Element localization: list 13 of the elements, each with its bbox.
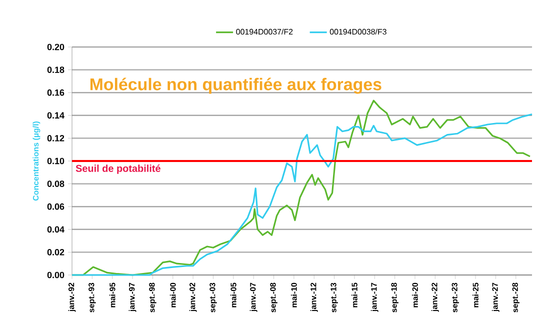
- annotation: Molécule non quantifiée aux forages: [90, 78, 382, 94]
- y-tick-label: 0.02: [47, 249, 64, 256]
- y-tick-label: 0.16: [47, 89, 64, 96]
- y-tick-label: 0.20: [47, 44, 64, 50]
- y-tick-label: 0.04: [47, 226, 64, 233]
- y-tick-label: 0.18: [47, 66, 64, 73]
- y-tick-label: 0.00: [47, 272, 64, 278]
- ref-line-label: Seuil de potabilité: [76, 164, 160, 174]
- y-tick-label: 0.06: [47, 203, 64, 210]
- y-tick-label: 0.08: [47, 180, 64, 187]
- y-tick-label: 0.14: [47, 112, 64, 119]
- y-tick-label: 0.10: [47, 158, 64, 164]
- y-tick-label: 0.12: [47, 135, 64, 142]
